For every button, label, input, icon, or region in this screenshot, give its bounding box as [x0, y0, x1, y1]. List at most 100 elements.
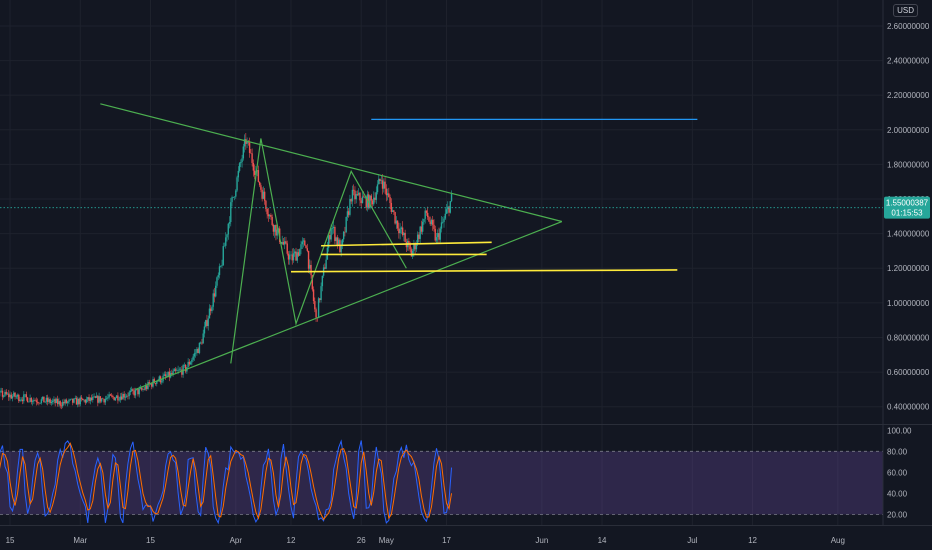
candle-body [232, 196, 234, 198]
price-tick-label: 2.40000000 [887, 57, 930, 66]
price-tick-label: 2.00000000 [887, 126, 930, 135]
candle-body [359, 192, 361, 201]
candle-body [13, 392, 15, 397]
candle-body [58, 401, 60, 405]
candle-body [282, 242, 285, 245]
price-tick-label: 0.60000000 [887, 368, 930, 377]
candle-body [384, 181, 386, 189]
candle-body [399, 229, 401, 234]
candle-body [287, 253, 290, 260]
candle-body [48, 399, 50, 402]
current-price-marker: 1.55000387 01:15:53 [0, 196, 930, 219]
candle-body [123, 393, 125, 398]
candle-body [67, 401, 69, 404]
candle-body [365, 197, 367, 208]
candle-body [400, 227, 403, 230]
candle-body [69, 399, 71, 400]
candle-body [166, 376, 168, 377]
candle-body [129, 390, 132, 393]
candle-body [275, 225, 277, 236]
candle-body [179, 369, 182, 371]
candle-body [132, 389, 134, 392]
time-tick-label: 15 [6, 536, 15, 545]
candle-body [82, 398, 84, 401]
candle-body [65, 399, 68, 404]
candle-body [137, 389, 139, 395]
candle-body [425, 210, 428, 213]
candle-body [108, 394, 110, 398]
candle-body [391, 210, 394, 212]
currency-badge[interactable]: USD [893, 4, 918, 17]
drawings[interactable] [100, 103, 698, 390]
candle-body [79, 397, 81, 405]
candle-body [208, 308, 211, 319]
candle-body [381, 180, 384, 189]
candle-body [97, 395, 99, 403]
time-axis-labels: 15 Mar 15 Apr 12 26 May 17 Jun 14 Jul 12 Aug [6, 536, 845, 545]
candle-body [325, 259, 327, 269]
candle-body [75, 398, 78, 405]
candle-body [107, 397, 109, 399]
candle-body [442, 221, 444, 223]
candle-body [230, 202, 232, 222]
candle-body [210, 308, 212, 312]
candle-body [119, 396, 122, 400]
candle-body [103, 398, 105, 403]
candle-body [315, 309, 317, 318]
candle-body [83, 399, 85, 401]
candle-body [401, 227, 404, 236]
candle-body [305, 245, 307, 249]
price-tick-label: 0.80000000 [887, 333, 930, 342]
candle-body [420, 226, 423, 232]
candle-body [120, 396, 123, 400]
candle-body [148, 382, 150, 385]
candle-body [213, 293, 216, 297]
candle-body [388, 193, 390, 198]
candle-body [204, 320, 207, 327]
candle-body [171, 373, 173, 375]
candle-body [187, 361, 189, 368]
candle-body [92, 396, 94, 400]
candle-body [189, 362, 192, 365]
candle-body [55, 398, 58, 403]
candle-body [134, 389, 137, 396]
candle-body [285, 241, 287, 244]
candle-body [70, 398, 73, 400]
candle-body [88, 397, 90, 401]
candle-body [448, 206, 450, 213]
candle-body [80, 397, 83, 399]
candle-body [250, 152, 252, 154]
time-tick-label: Apr [230, 536, 243, 545]
time-tick-label: May [379, 536, 394, 545]
candle-body [78, 398, 80, 405]
price-tick-label: 1.40000000 [887, 230, 930, 239]
candle-body [428, 217, 430, 222]
candle-body [104, 398, 107, 403]
oscillator-tick-label: 80.00 [887, 447, 908, 456]
current-price-label: 1.55000387 [886, 199, 929, 208]
candle-body [44, 401, 46, 403]
candle-body [443, 218, 445, 222]
candle-body [369, 195, 371, 209]
candle-body [9, 394, 11, 398]
candle-body [360, 200, 362, 204]
candle-body [117, 395, 119, 401]
candle-body [409, 244, 411, 250]
candle-body [341, 239, 344, 246]
candle-body [252, 162, 255, 171]
candle-body [376, 184, 379, 193]
candle-body [147, 382, 149, 389]
candle-body [26, 397, 29, 403]
candle-body [220, 265, 222, 267]
candle-body [158, 376, 160, 381]
candle-body [243, 139, 246, 147]
candle-body [253, 170, 256, 175]
candle-body [324, 267, 326, 269]
candle-body [99, 396, 102, 402]
candle-body [424, 210, 426, 219]
candle-body [51, 400, 54, 402]
candle-body [351, 189, 354, 202]
time-tick-label: Jul [687, 536, 697, 545]
